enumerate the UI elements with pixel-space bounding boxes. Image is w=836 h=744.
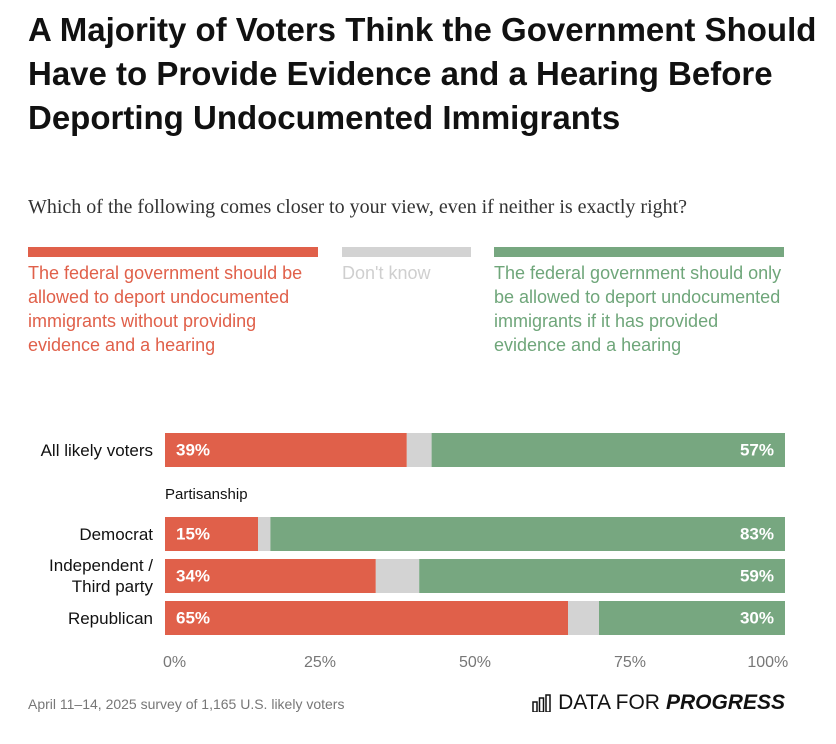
value-label: 57% [740,440,774,459]
logo-text-bold: PROGRESS [665,691,785,714]
bar-segment [165,433,407,467]
bar-segment [165,601,568,635]
y-tick-label: Democrat [79,524,153,544]
x-tick-label: 0% [163,654,187,671]
x-tick-label: 25% [303,654,337,671]
x-tick-label: 50% [458,654,492,671]
y-tick-label: All likely voters [40,440,153,460]
bar-segment [270,517,785,551]
y-tick-label: Republican [67,608,153,628]
value-label: 59% [740,566,774,585]
legend-swatch [28,247,318,257]
value-label: 39% [176,440,210,459]
bar-segment [165,517,258,551]
value-label: 83% [740,524,774,543]
legend-swatch [342,247,471,257]
bar-segment [419,559,785,593]
legend-label: The federal government should only be al… [494,263,782,355]
legend-label: The federal government should be allowed… [28,263,303,355]
x-tick-label: 75% [613,654,647,671]
logo-text: DATA FOR [558,691,660,714]
bar-segment [568,601,599,635]
value-label: 15% [176,524,210,543]
bar-segment [258,517,271,551]
legend-swatch [494,247,784,257]
source-note: April 11–14, 2025 survey of 1,165 U.S. l… [28,696,345,712]
bar-segment [431,433,785,467]
bar-segment [599,601,785,635]
chart-title: A Majority of Voters Think the Governmen… [28,11,817,136]
logo: DATA FOR PROGRESS [532,691,785,715]
bar-segment [165,559,376,593]
y-tick-label: Independent / Third party [49,556,153,596]
value-label: 65% [176,608,210,627]
value-label: 34% [176,566,210,585]
legend-label: Don't know [342,263,431,283]
bar-segment [375,559,420,593]
bar-segment [406,433,432,467]
x-tick-label: 100% [747,654,789,671]
logo-icon [532,694,551,712]
chart-subtitle: Which of the following comes closer to y… [28,196,688,218]
group-label: Partisanship [165,486,248,503]
value-label: 30% [740,608,774,627]
